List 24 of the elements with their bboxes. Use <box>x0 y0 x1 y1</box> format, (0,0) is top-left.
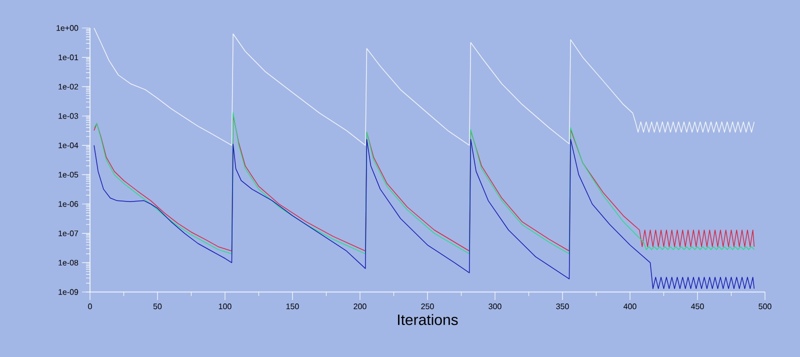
x-tick-label: 0 <box>88 304 92 310</box>
y-tick-label: 1e+00 <box>56 25 78 31</box>
y-tick-label: 1e-01 <box>58 54 78 60</box>
x-tick-label: 250 <box>421 304 434 310</box>
x-tick-label: 150 <box>286 304 299 310</box>
x-tick-label: 500 <box>758 304 772 310</box>
y-tick-label: 1e-04 <box>58 142 78 148</box>
y-tick-label: 1e-08 <box>58 260 78 266</box>
x-tick-label: 300 <box>488 304 502 310</box>
line-series <box>94 28 755 146</box>
y-tick-label: 1e-02 <box>58 84 78 90</box>
x-tick-label: 400 <box>624 304 636 310</box>
y-tick-label: 1e-07 <box>58 230 78 236</box>
x-axis-title: Iterations <box>398 314 458 326</box>
y-tick-label: 1e-09 <box>58 289 78 295</box>
y-tick-label: 1e-03 <box>58 113 78 119</box>
x-tick-label: 100 <box>218 304 232 310</box>
x-tick-label: 200 <box>354 304 366 310</box>
x-tick-label: 50 <box>153 304 162 310</box>
y-tick-label: 1e-06 <box>58 201 78 207</box>
x-tick-label: 350 <box>556 304 569 310</box>
x-tick-label: 450 <box>691 304 704 310</box>
line-series <box>94 138 755 290</box>
y-tick-label: 1e-05 <box>58 172 78 178</box>
